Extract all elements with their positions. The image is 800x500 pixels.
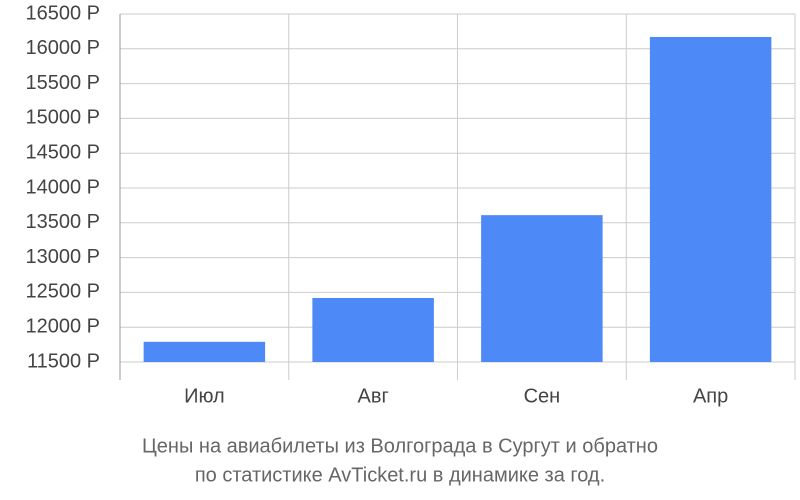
y-tick-label: 13000 Р [25,246,100,268]
y-tick-label: 11500 Р [27,350,100,372]
bar [649,36,772,363]
x-tick-label: Авг [357,385,388,407]
chart-title: Цены на авиабилеты из Волгограда в Сургу… [142,435,658,457]
x-tick-label: Сен [524,385,561,407]
y-tick-label: 12000 Р [25,315,100,337]
y-tick-label: 13500 Р [25,211,100,233]
bar [481,215,603,362]
y-tick-label: 15500 Р [25,72,100,94]
bar [312,297,434,362]
y-tick-label: 16000 Р [25,37,100,59]
y-tick-label: 16500 Р [25,2,100,24]
y-tick-label: 12500 Р [25,281,100,303]
y-tick-label: 14500 Р [25,141,100,163]
bar [143,341,266,362]
y-tick-label: 14000 Р [25,176,100,198]
chart-subtitle: по статистике AvTicket.ru в динамике за … [195,464,605,486]
x-tick-label: Апр [693,385,728,407]
y-tick-label: 15000 Р [25,107,100,129]
x-tick-label: Июл [184,385,225,407]
